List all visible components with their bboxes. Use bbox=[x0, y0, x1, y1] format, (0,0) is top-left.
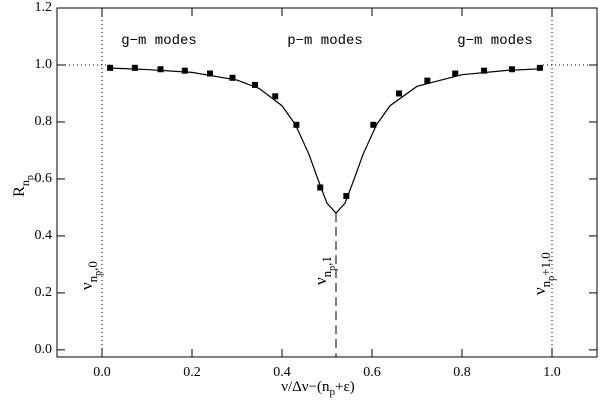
data-point bbox=[293, 121, 300, 128]
data-point bbox=[481, 67, 488, 74]
x-tick-label: 0.8 bbox=[453, 365, 471, 380]
y-tick-label: 0.4 bbox=[35, 228, 53, 243]
x-tick-label: 0.4 bbox=[273, 365, 291, 380]
data-point bbox=[343, 193, 350, 200]
y-axis-label: Rnp bbox=[11, 175, 36, 197]
x-tick-label: 1.0 bbox=[543, 365, 561, 380]
data-point bbox=[107, 64, 114, 71]
label-part: ,1 bbox=[319, 256, 334, 266]
frequency-label: νnp,1 bbox=[311, 256, 338, 285]
label-part: ,0 bbox=[85, 261, 100, 271]
plot-frame bbox=[56, 7, 598, 358]
data-point bbox=[452, 70, 459, 77]
annotation: g−m modes bbox=[121, 33, 197, 49]
x-tick-label: 0.2 bbox=[183, 365, 201, 380]
label-part: ν bbox=[530, 287, 549, 295]
data-point bbox=[317, 184, 324, 191]
label-part: p bbox=[25, 175, 36, 180]
data-point bbox=[536, 64, 543, 71]
label-part: n bbox=[85, 275, 100, 282]
y-tick-label: 0.2 bbox=[35, 285, 53, 300]
label-part: n bbox=[538, 280, 553, 287]
data-point bbox=[181, 67, 188, 74]
annotation: g−m modes bbox=[457, 33, 533, 49]
y-tick-label: 1.2 bbox=[35, 0, 53, 15]
data-point bbox=[370, 121, 377, 128]
x-tick-label: 0.0 bbox=[93, 365, 111, 380]
curve bbox=[110, 67, 544, 215]
data-point bbox=[252, 81, 258, 88]
x-tick-label: 0.6 bbox=[363, 365, 381, 380]
data-point bbox=[131, 64, 138, 71]
label-part: n bbox=[319, 270, 334, 277]
label-part: p bbox=[327, 266, 338, 271]
data-point bbox=[424, 77, 431, 84]
data-point bbox=[157, 66, 164, 73]
label-part: ν/Δν−(n bbox=[281, 379, 330, 395]
y-tick-label: 0.0 bbox=[35, 342, 53, 357]
frequency-label: νnp,0 bbox=[77, 261, 104, 290]
frequency-label: νnp+1,0 bbox=[530, 252, 557, 295]
label-part: +ε) bbox=[335, 379, 355, 395]
data-point bbox=[272, 93, 279, 100]
data-point bbox=[207, 70, 213, 77]
y-tick-label: 0.8 bbox=[35, 114, 53, 129]
label-part: p bbox=[546, 276, 557, 281]
annotation: p−m modes bbox=[287, 33, 363, 49]
y-tick-label: 1.0 bbox=[35, 57, 53, 72]
label-part: R bbox=[11, 186, 28, 197]
label-part: p bbox=[330, 386, 336, 398]
label-part: +1,0 bbox=[538, 252, 553, 276]
label-part: n bbox=[18, 180, 32, 186]
x-axis-label: ν/Δν−(np+ε) bbox=[281, 379, 355, 398]
data-point bbox=[508, 66, 515, 73]
label-part: ν bbox=[77, 282, 96, 290]
label-part: ν bbox=[311, 277, 330, 285]
y-tick-label: 0.6 bbox=[35, 171, 53, 186]
data-point bbox=[229, 74, 236, 81]
label-part: p bbox=[93, 271, 104, 276]
data-point bbox=[396, 90, 402, 97]
